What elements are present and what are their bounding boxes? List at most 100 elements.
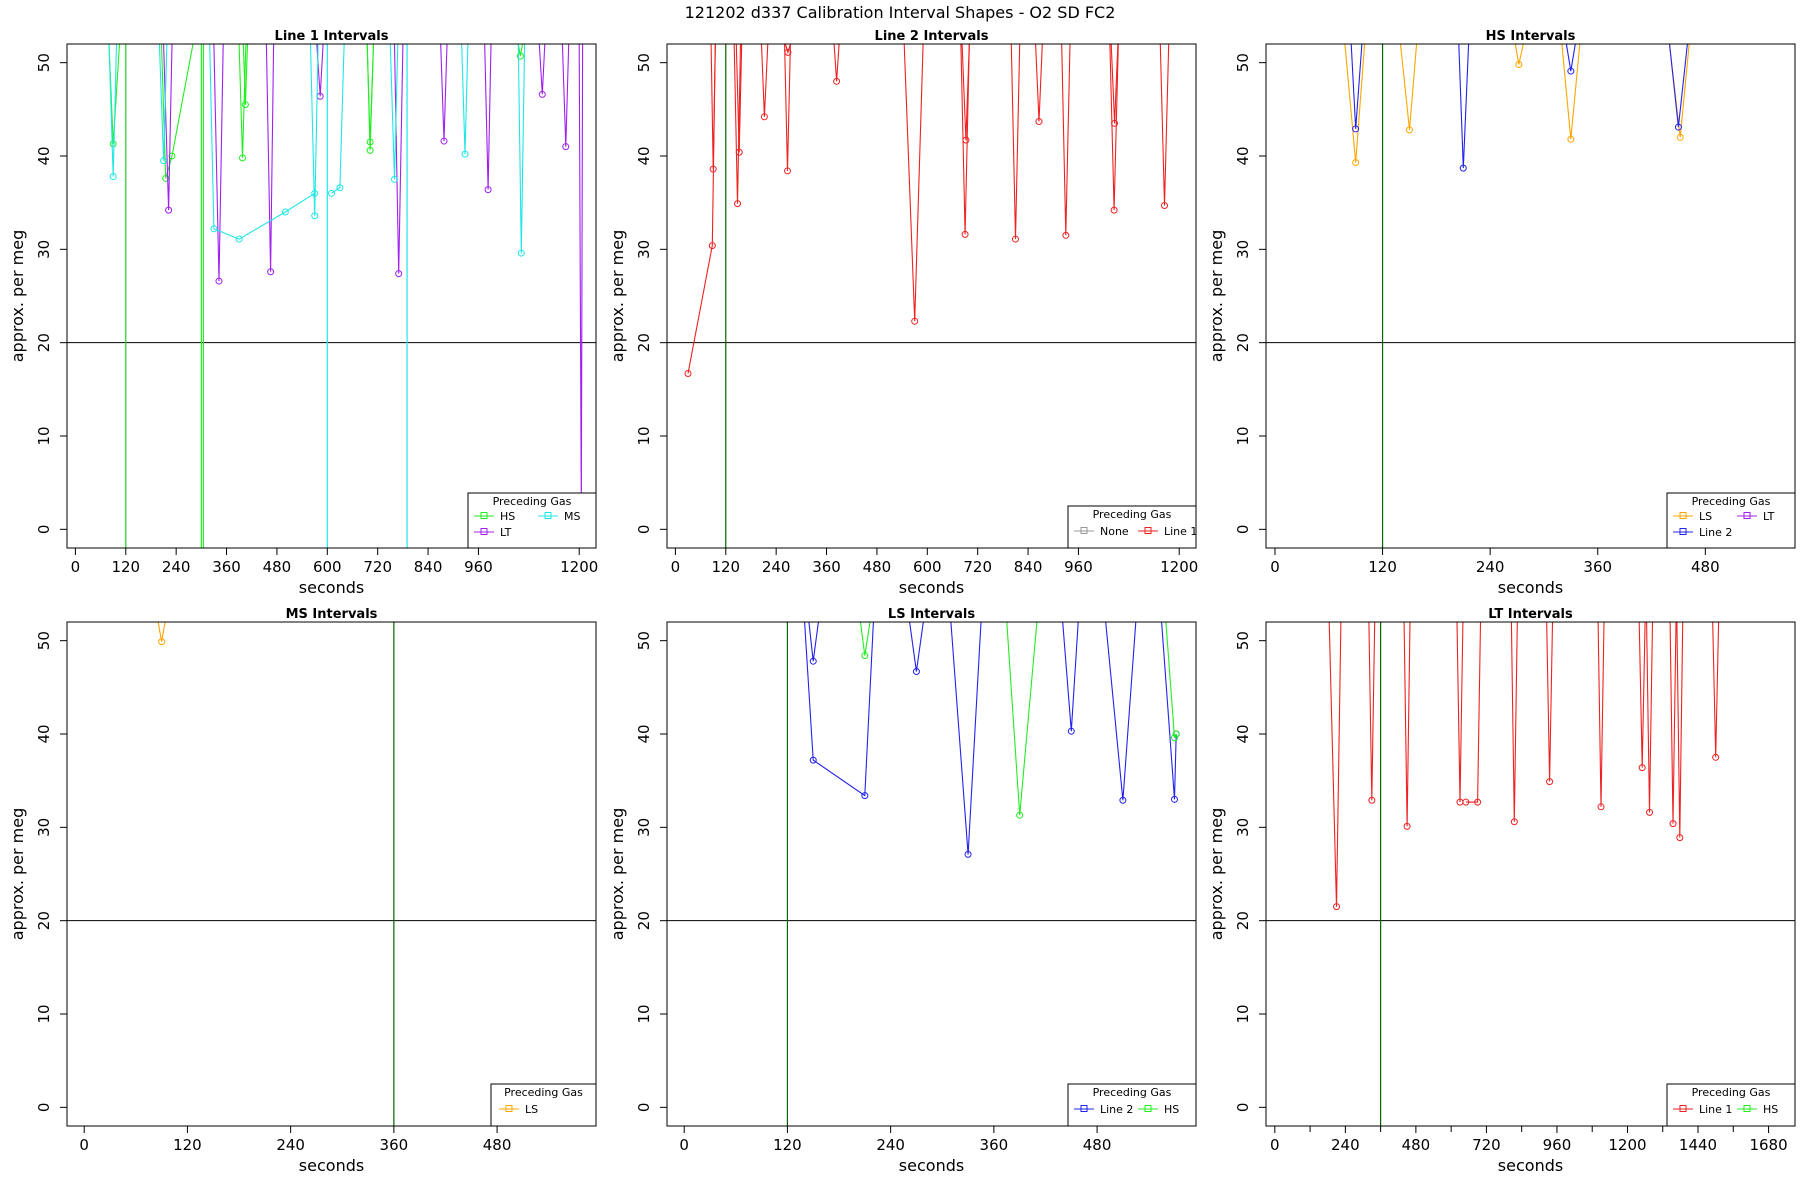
x-axis-label: seconds — [299, 1156, 364, 1175]
legend-entry-label: Line 1 — [1164, 525, 1197, 538]
x-tick-label: 0 — [1270, 558, 1280, 576]
panel-title: MS Intervals — [286, 607, 378, 622]
data-point — [538, 90, 546, 98]
panel-title: Line 2 Intervals — [875, 29, 989, 44]
y-tick-label: 0 — [1234, 1103, 1252, 1113]
data-point — [366, 146, 374, 154]
x-tick-label: 480 — [1083, 1136, 1112, 1154]
data-point — [1567, 67, 1575, 75]
x-tick-label: 1680 — [1749, 1136, 1787, 1154]
data-point — [215, 277, 223, 285]
x-tick-label: 240 — [1476, 558, 1505, 576]
data-point — [809, 657, 817, 665]
y-axis-label: approx. per meg — [608, 230, 627, 363]
x-axis-label: seconds — [899, 578, 964, 597]
series-line-ms — [517, 44, 526, 254]
legend-box — [1666, 1083, 1796, 1127]
plot-area — [1266, 44, 1795, 548]
y-tick-label: 50 — [635, 53, 653, 72]
data-point — [109, 140, 117, 148]
series-line-ms — [158, 44, 168, 161]
data-point — [484, 186, 492, 194]
series-line-line-2 — [1350, 44, 1363, 129]
legend-entry-label: HS — [1763, 1103, 1778, 1116]
data-point — [1119, 796, 1127, 804]
series-line-line-1 — [1510, 622, 1518, 822]
series-line-line-2 — [808, 622, 819, 662]
legend-swatch-marker — [1144, 1105, 1152, 1112]
y-tick-label: 50 — [1234, 631, 1252, 650]
y-tick-label: 10 — [1234, 426, 1252, 445]
data-point — [1352, 125, 1360, 133]
series-line-line-1 — [784, 44, 791, 171]
data-point — [1111, 119, 1119, 127]
series-line-line-2 — [804, 622, 874, 797]
figure-title: 121202 d337 Calibration Interval Shapes … — [685, 3, 1116, 22]
legend-swatch-marker — [1743, 512, 1751, 519]
data-point — [1462, 798, 1470, 806]
legend-entry-label: HS — [500, 510, 515, 523]
y-tick-label: 40 — [1234, 724, 1252, 743]
x-tick-label: 0 — [79, 1136, 89, 1154]
data-point — [962, 136, 970, 144]
series-line-line-1 — [1035, 44, 1043, 122]
x-axis-label: seconds — [299, 578, 364, 597]
data-point — [1067, 727, 1075, 735]
series-line-line-2 — [909, 622, 924, 672]
data-point — [336, 184, 344, 192]
data-point — [238, 154, 246, 162]
data-point — [833, 77, 841, 85]
legend-box — [1067, 1083, 1197, 1127]
series-line-line-2 — [1105, 622, 1137, 801]
series-line-hs — [160, 44, 194, 179]
panel-4: MS Intervals 0 120 240 360 480 seconds 0 10 20 30 4… — [8, 607, 597, 1175]
x-tick-label: 0 — [71, 558, 81, 576]
data-point — [1674, 123, 1682, 131]
y-tick-label: 20 — [35, 911, 53, 930]
legend-entry-label: LS — [525, 1103, 538, 1116]
legend-swatch-marker — [1144, 527, 1152, 534]
plot-frame — [666, 621, 1197, 1127]
series-line-line-1 — [1368, 622, 1376, 801]
x-tick-label: 240 — [1331, 1136, 1360, 1154]
x-tick-label: 0 — [679, 1136, 689, 1154]
x-axis-label: seconds — [1498, 1156, 1563, 1175]
legend-title: Preceding Gas — [1093, 1086, 1172, 1099]
panel-title: LT Intervals — [1488, 607, 1573, 622]
y-tick-label: 50 — [1234, 53, 1252, 72]
y-tick-label: 0 — [35, 525, 53, 535]
x-tick-label: 840 — [1014, 558, 1043, 576]
series-line-line-1 — [1676, 622, 1684, 838]
x-tick-label: 120 — [711, 558, 740, 576]
x-tick-label: 480 — [1402, 1136, 1431, 1154]
x-tick-label: 960 — [1543, 1136, 1572, 1154]
plot-area — [667, 44, 1196, 548]
x-tick-label: 600 — [913, 558, 942, 576]
legend-title: Preceding Gas — [493, 495, 572, 508]
y-axis-label: approx. per meg — [8, 808, 27, 941]
y-tick-label: 20 — [1234, 911, 1252, 930]
panel-title: Line 1 Intervals — [275, 29, 389, 44]
legend-title: Preceding Gas — [1692, 495, 1771, 508]
series-line-lt — [440, 44, 448, 142]
data-point — [734, 200, 742, 208]
x-tick-label: 600 — [313, 558, 342, 576]
series-line-line-1 — [710, 44, 716, 170]
data-point — [1011, 235, 1019, 243]
series-line-line-1 — [687, 44, 716, 374]
y-tick-label: 50 — [635, 631, 653, 650]
y-tick-label: 40 — [635, 146, 653, 165]
data-point — [516, 52, 524, 60]
series-line-hs — [859, 622, 871, 656]
x-tick-label: 480 — [1691, 558, 1720, 576]
data-point — [1403, 822, 1411, 830]
series-line-line-2 — [1668, 44, 1688, 128]
data-point — [1510, 818, 1518, 826]
series-line-line-1 — [1110, 44, 1119, 124]
x-tick-label: 120 — [773, 1136, 802, 1154]
series-line-line-1 — [833, 44, 840, 82]
panel-2: Line 2 Intervals 0 120 240 360 480 600 720 840 96… — [608, 29, 1198, 597]
data-point — [1170, 734, 1178, 742]
y-tick-label: 30 — [1234, 240, 1252, 259]
plot-frame — [1265, 43, 1796, 549]
